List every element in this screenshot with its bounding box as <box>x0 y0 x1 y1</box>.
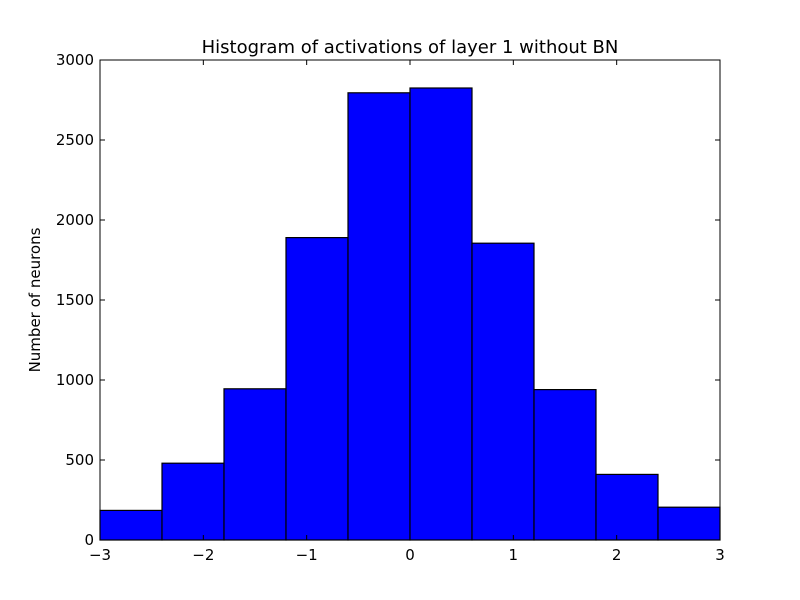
x-tick-label-6: 3 <box>715 546 725 564</box>
x-tick-label-5: 2 <box>612 546 622 564</box>
y-axis-label: Number of neurons <box>26 227 44 372</box>
histogram-bar-7 <box>533 389 597 541</box>
y-tick-label-0: 0 <box>84 531 94 549</box>
histogram-bar-2 <box>223 388 287 541</box>
x-tick-label-1: −2 <box>192 546 214 564</box>
bars-layer <box>99 87 721 541</box>
histogram-bar-6 <box>471 242 535 541</box>
histogram-bar-1 <box>161 462 225 541</box>
y-tick-label-4: 2000 <box>56 211 94 229</box>
y-tick-label-5: 2500 <box>56 131 94 149</box>
x-tick-label-4: 1 <box>509 546 519 564</box>
y-tick-label-2: 1000 <box>56 371 94 389</box>
x-tick-label-0: −3 <box>89 546 111 564</box>
x-tick-label-3: 0 <box>405 546 415 564</box>
y-tick-label-1: 500 <box>65 451 94 469</box>
ticks-layer: −3 −2 −1 0 1 2 3 0 500 1000 1500 2000 2500 3000 <box>56 51 725 564</box>
x-tick-label-2: −1 <box>296 546 318 564</box>
histogram-bar-4 <box>347 92 411 541</box>
histogram-bar-0 <box>99 509 163 541</box>
histogram-bar-3 <box>285 237 349 541</box>
histogram-bar-5 <box>409 87 473 541</box>
y-tick-label-3: 1500 <box>56 291 94 309</box>
histogram-bar-8 <box>595 473 659 541</box>
histogram-bar-9 <box>657 506 721 541</box>
y-tick-label-6: 3000 <box>56 51 94 69</box>
chart-title: Histogram of activations of layer 1 with… <box>202 37 619 58</box>
